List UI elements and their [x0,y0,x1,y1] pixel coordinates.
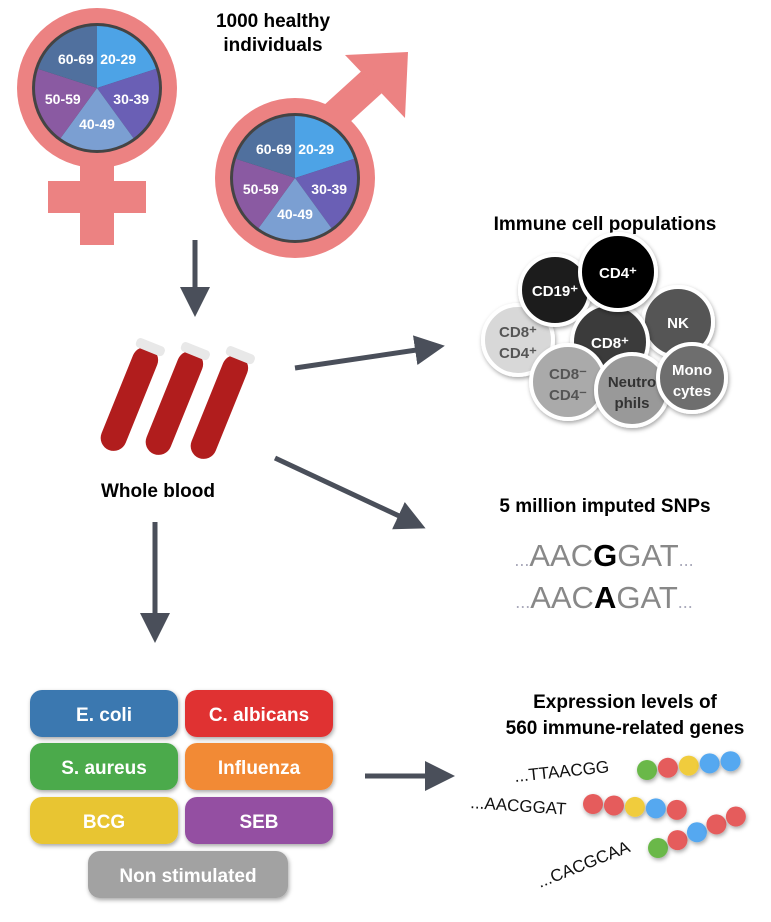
snp-sequences: ...AACGGAT... ...AACAGAT... [514,538,693,615]
cell-label: CD8⁺ [499,324,537,341]
cell-label: Neutro [608,374,656,391]
cell-6: Neutro phils [594,352,670,428]
gene-sequence: ...AACGGAT [470,793,567,819]
pie-slice [233,158,295,229]
age-label: 20-29 [298,141,334,157]
svg-text:...AACGGAT...: ...AACGGAT... [514,538,693,573]
cohort-title-2: individuals [223,35,322,56]
cell-5: CD8⁻ CD4⁻ [529,343,607,421]
male-age-pie: 20-29 30-39 40-49 50-59 60-69 [230,113,360,243]
expression-row: ...TTAACGG [513,751,741,786]
male-symbol-icon: 20-29 30-39 40-49 50-59 60-69 [215,52,408,258]
cells-title: Immune cell populations [494,214,717,235]
gene-sequence: ...CACGCAA [534,837,633,892]
age-label: 40-49 [79,116,115,132]
expression-bead [645,798,666,819]
cell-4: CD4⁺ [578,232,658,312]
expression-bead [583,794,603,814]
cell-label: NK [667,315,689,332]
stimulus-label: Non stimulated [119,866,256,887]
pie-slice [38,26,97,88]
cell-7: Mono cytes [656,342,728,414]
expression-beads: ...TTAACGG ...AACGGAT ...CACGCAA [470,751,746,892]
expression-bead [720,751,741,772]
expression-title: Expression levels of [533,692,717,713]
expression-bead [725,806,746,827]
expression-bead [603,795,624,816]
cell-0: CD8⁺ CD4⁺ [481,303,555,377]
stimulus-label: SEB [239,812,278,833]
whole-blood-label: Whole blood [101,481,215,502]
pie-slice [295,116,354,178]
cell-label: CD4⁻ [549,387,587,404]
pie-slice [34,68,97,139]
stimulus-label: S. aureus [61,758,147,779]
expression-bead [686,822,707,843]
age-label: 60-69 [58,51,94,67]
age-label: 30-39 [311,181,347,197]
stimulus-seb: SEB [185,797,333,844]
expression-bead [648,838,668,858]
cell-label: phils [614,395,649,412]
cell-label: CD4⁺ [499,345,537,362]
pie-slice [258,178,332,240]
age-label: 30-39 [113,91,149,107]
stimulus-non-stimulated: Non stimulated [88,851,288,898]
expression-row: ...CACGCAA [534,806,746,892]
blood-tubes-icon [100,338,255,459]
expression-bead [657,757,678,778]
immune-cells-cluster: CD8⁺ CD4⁺ CD19⁺ NK CD8⁺ CD4⁺ CD8⁻ CD4⁻ Neutro phi… [481,232,728,428]
expression-bead [637,760,657,780]
cell-label: CD19⁺ [532,283,578,300]
stimulus-label: C. albicans [209,705,309,726]
expression-bead [678,755,699,776]
cell-label: cytes [673,383,711,400]
age-label: 60-69 [256,141,292,157]
pie-slice [236,116,295,178]
female-age-pie: 20-29 30-39 40-49 50-59 60-69 [32,23,162,153]
stimulus-label: Influenza [218,758,301,779]
stimulus-s-aureus: S. aureus [30,743,178,790]
age-label: 50-59 [243,181,279,197]
cell-label: CD8⁻ [549,366,587,383]
stimuli-grid: E. coli C. albicans S. aureus Influenza BCG S… [30,690,333,898]
pie-slice [97,68,159,139]
cohort-title: 1000 healthy [216,11,330,32]
arrows [140,240,455,791]
stimulus-bcg: BCG [30,797,178,844]
svg-text:...AACAGAT...: ...AACAGAT... [515,580,693,615]
expression-bead [666,799,687,820]
pie-slice [60,88,134,150]
age-label: 50-59 [45,91,81,107]
snps-title: 5 million imputed SNPs [499,496,710,517]
age-label: 40-49 [277,206,313,222]
female-symbol-icon: 20-29 30-39 40-49 50-59 60-69 [17,8,177,245]
expression-bead [699,753,720,774]
stimulus-label: BCG [83,812,125,833]
expression-row: ...AACGGAT [470,793,687,820]
cell-1: CD19⁺ [518,253,592,327]
arrow-to-cells [294,335,445,371]
arrow-to-snps [273,455,426,530]
expression-bead [667,830,688,851]
stimulus-influenza: Influenza [185,743,333,790]
pie-slice [295,158,357,229]
cell-label: Mono [672,362,712,379]
gene-sequence: ...TTAACGG [513,757,610,786]
age-label: 20-29 [100,51,136,67]
cell-label: CD4⁺ [599,265,637,282]
stimulus-c-albicans: C. albicans [185,690,333,737]
expression-bead [706,814,727,835]
expression-bead [624,796,645,817]
pie-slice [97,26,156,88]
stimulus-e-coli: E. coli [30,690,178,737]
stimulus-label: E. coli [76,705,132,726]
cell-label: CD8⁺ [591,335,629,352]
expression-title-2: 560 immune-related genes [506,718,745,739]
